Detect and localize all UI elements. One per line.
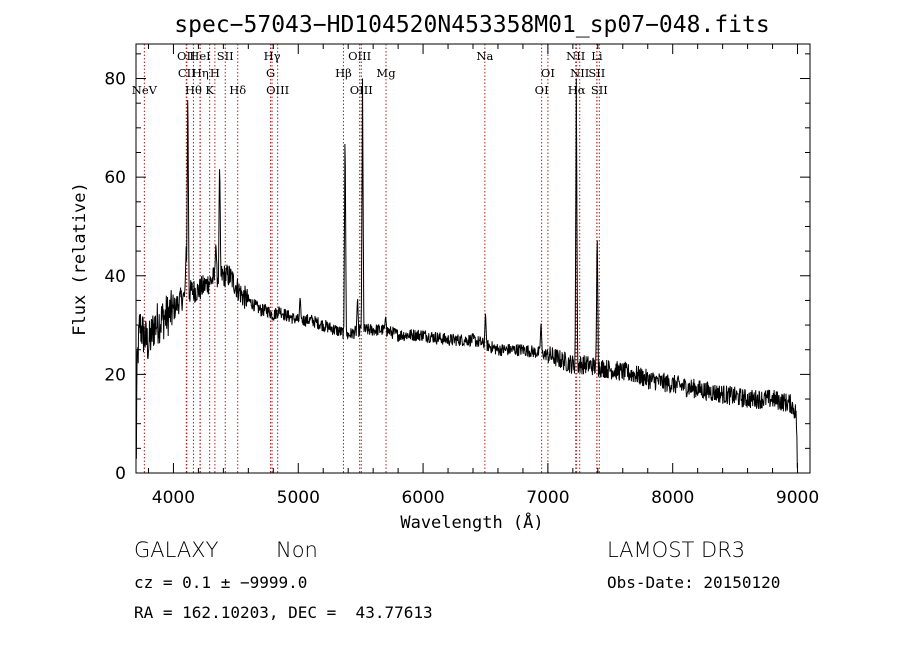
line-label-8: SII	[217, 49, 234, 63]
line-label-21: NII	[570, 66, 589, 80]
y-tick-label-0: 0	[115, 464, 126, 484]
line-label-19: OI	[535, 83, 549, 97]
line-label-9: Hδ	[229, 83, 246, 97]
chart-title: spec−57043−HD104520N453358M01_sp07−048.f…	[174, 12, 769, 38]
line-label-25: SII	[591, 83, 608, 97]
x-tick-label-3: 7000	[526, 488, 569, 508]
y-tick-label-3: 60	[104, 168, 126, 188]
x-tick-label-5: 9000	[776, 488, 819, 508]
survey-name: LAMOST DR3	[607, 538, 746, 562]
redshift-cz: cz = 0.1 ± −9999.0	[134, 573, 308, 592]
spectral-line-markers	[143, 44, 600, 473]
line-label-3: Hθ	[185, 83, 202, 97]
line-label-1: OII	[177, 49, 196, 63]
line-label-17: Na	[476, 49, 493, 63]
y-axis-label: Flux (relative)	[70, 182, 90, 336]
line-label-14: OIII	[348, 49, 371, 63]
y-axis-ticks: 0 20 40 60 80	[104, 53, 810, 484]
line-label-11: G	[266, 66, 275, 80]
line-label-0: NeV	[132, 83, 158, 97]
y-tick-label-1: 20	[104, 365, 126, 385]
object-class: GALAXY	[134, 538, 219, 562]
line-label-18: OI	[541, 66, 555, 80]
line-label-23: Li	[591, 49, 603, 63]
x-tick-label-0: 4000	[152, 488, 195, 508]
line-label-12: OIII	[266, 83, 289, 97]
line-label-24: SII	[588, 66, 605, 80]
line-label-16: Mg	[376, 66, 396, 80]
line-label-20: NII	[566, 49, 585, 63]
line-label-6: K	[205, 83, 214, 97]
ra-dec-coordinates: RA = 162.10203, DEC = 43.77613	[134, 603, 433, 622]
line-label-2: CII	[178, 66, 196, 80]
plot-frame	[135, 43, 811, 474]
line-label-13: Hβ	[335, 66, 352, 80]
line-label-7: H	[210, 66, 220, 80]
y-tick-label-4: 80	[104, 70, 126, 90]
line-label-4: HeI	[189, 49, 210, 63]
x-axis-label: Wavelength (Å)	[400, 511, 543, 533]
x-tick-label-1: 5000	[277, 488, 320, 508]
spectral-line-labels: NeV OII CII Hθ HeI Hη KH SII Hδ Hγ G OIII Hβ OIII OIII…	[132, 49, 608, 97]
x-tick-label-4: 8000	[651, 488, 694, 508]
obs-date: Obs-Date: 20150120	[607, 573, 781, 592]
line-label-15: OIII	[350, 83, 373, 97]
object-subclass: Non	[276, 538, 318, 562]
line-label-10: Hγ	[264, 49, 281, 63]
line-label-5: Hη	[192, 66, 209, 80]
x-tick-label-2: 6000	[401, 488, 444, 508]
x-axis-ticks: 4000 5000 6000 7000 8000 9000	[147, 44, 819, 508]
y-tick-label-2: 40	[104, 267, 126, 287]
spectrum-series	[135, 78, 798, 469]
